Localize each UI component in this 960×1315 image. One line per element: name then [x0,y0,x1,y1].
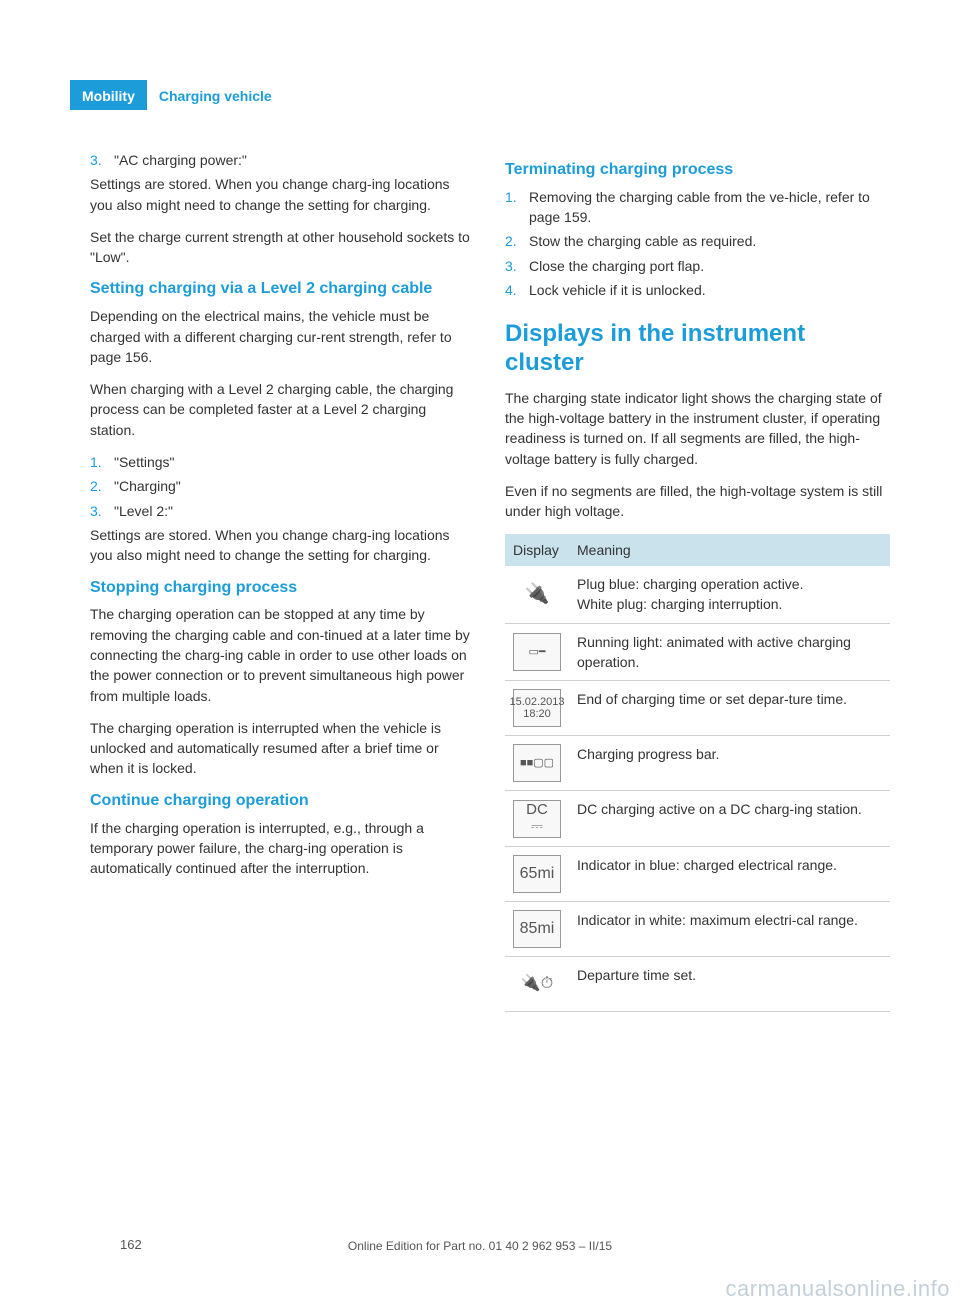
departure-icon: 🔌⏱ [513,965,561,1003]
paragraph: Set the charge current strength at other… [90,227,475,268]
table-row: ▭━Running light: animated with active ch… [505,623,890,681]
paragraph: Depending on the electrical mains, the v… [90,306,475,367]
display-icon-cell: 85mi [505,901,569,956]
heading-displays: Displays in the instrument cluster [505,320,890,378]
list-item: 3. "AC charging power:" [90,150,475,170]
list-item: 2. "Charging" [90,476,475,496]
paragraph: Settings are stored. When you change cha… [90,525,475,566]
manual-page: Mobility Charging vehicle 3. "AC chargin… [0,0,960,1315]
list-item: 3. "Level 2:" [90,501,475,521]
meaning-cell: Departure time set. [569,956,890,1011]
paragraph: When charging with a Level 2 charging ca… [90,379,475,440]
dc-icon: DC ⎓ [513,800,561,838]
list-number: 1. [90,452,114,472]
list-number: 3. [90,501,114,521]
edition-line: Online Edition for Part no. 01 40 2 962 … [0,1238,960,1255]
list-text: "AC charging power:" [114,150,247,170]
paragraph: The charging state indicator light shows… [505,388,890,469]
list-text: Stow the charging cable as required. [529,231,756,251]
list-number: 3. [505,256,529,276]
table-row: 65miIndicator in blue: charged electrica… [505,846,890,901]
running-light-icon: ▭━ [513,633,561,671]
list-text: "Charging" [114,476,181,496]
meaning-cell: Plug blue: charging operation active. Wh… [569,566,890,623]
heading-terminating: Terminating charging process [505,160,890,181]
paragraph: If the charging operation is interrupted… [90,818,475,879]
paragraph: The charging operation can be stopped at… [90,604,475,705]
display-meaning-table: Display Meaning 🔌Plug blue: charging ope… [505,534,890,1012]
display-icon-cell: ■■▢▢ [505,736,569,791]
page-header: Mobility Charging vehicle [70,80,284,110]
watermark: carmanualsonline.info [725,1273,950,1305]
table-row: 85miIndicator in white: maximum electri‐… [505,901,890,956]
table-header-meaning: Meaning [569,534,890,566]
display-icon-cell: DC ⎓ [505,791,569,847]
range-blue-icon: 65mi [513,855,561,893]
list-text: Lock vehicle if it is unlocked. [529,280,706,300]
table-row: DC ⎓DC charging active on a DC charg‐ing… [505,791,890,847]
list-number: 2. [90,476,114,496]
table-row: 15.02.2013 18:20End of charging time or … [505,681,890,736]
range-white-icon: 85mi [513,910,561,948]
table-row: ■■▢▢Charging progress bar. [505,736,890,791]
paragraph: The charging operation is interrupted wh… [90,718,475,779]
display-icon-cell: 65mi [505,846,569,901]
display-icon-cell: 🔌 [505,566,569,623]
list-item: 3. Close the charging port flap. [505,256,890,276]
table-header-display: Display [505,534,569,566]
meaning-cell: Indicator in white: maximum electri‐cal … [569,901,890,956]
list-item: 2. Stow the charging cable as required. [505,231,890,251]
header-section: Charging vehicle [147,80,284,110]
meaning-cell: Running light: animated with active char… [569,623,890,681]
list-item: 4. Lock vehicle if it is unlocked. [505,280,890,300]
display-icon-cell: 🔌⏱ [505,956,569,1011]
right-column: Terminating charging process 1. Removing… [505,150,890,1012]
heading-level2-charging: Setting charging via a Level 2 charging … [90,279,475,300]
datetime-icon: 15.02.2013 18:20 [513,689,561,727]
list-number: 2. [505,231,529,251]
meaning-cell: DC charging active on a DC charg‐ing sta… [569,791,890,847]
content-columns: 3. "AC charging power:" Settings are sto… [90,150,890,1012]
list-number: 1. [505,187,529,228]
table-row: 🔌Plug blue: charging operation active. W… [505,566,890,623]
list-number: 4. [505,280,529,300]
plug-icon: 🔌 [513,575,561,613]
list-item: 1. Removing the charging cable from the … [505,187,890,228]
paragraph: Even if no segments are filled, the high… [505,481,890,522]
list-item: 1. "Settings" [90,452,475,472]
left-column: 3. "AC charging power:" Settings are sto… [90,150,475,1012]
heading-stopping: Stopping charging process [90,578,475,599]
list-text: "Settings" [114,452,175,472]
list-text: Close the charging port flap. [529,256,704,276]
meaning-cell: Charging progress bar. [569,736,890,791]
header-category: Mobility [70,80,147,110]
list-text: Removing the charging cable from the ve‐… [529,187,890,228]
list-number: 3. [90,150,114,170]
display-icon-cell: ▭━ [505,623,569,681]
heading-continue: Continue charging operation [90,791,475,812]
list-text: "Level 2:" [114,501,173,521]
table-row: 🔌⏱Departure time set. [505,956,890,1011]
display-icon-cell: 15.02.2013 18:20 [505,681,569,736]
meaning-cell: Indicator in blue: charged electrical ra… [569,846,890,901]
meaning-cell: End of charging time or set depar‐ture t… [569,681,890,736]
progress-icon: ■■▢▢ [513,744,561,782]
paragraph: Settings are stored. When you change cha… [90,174,475,215]
